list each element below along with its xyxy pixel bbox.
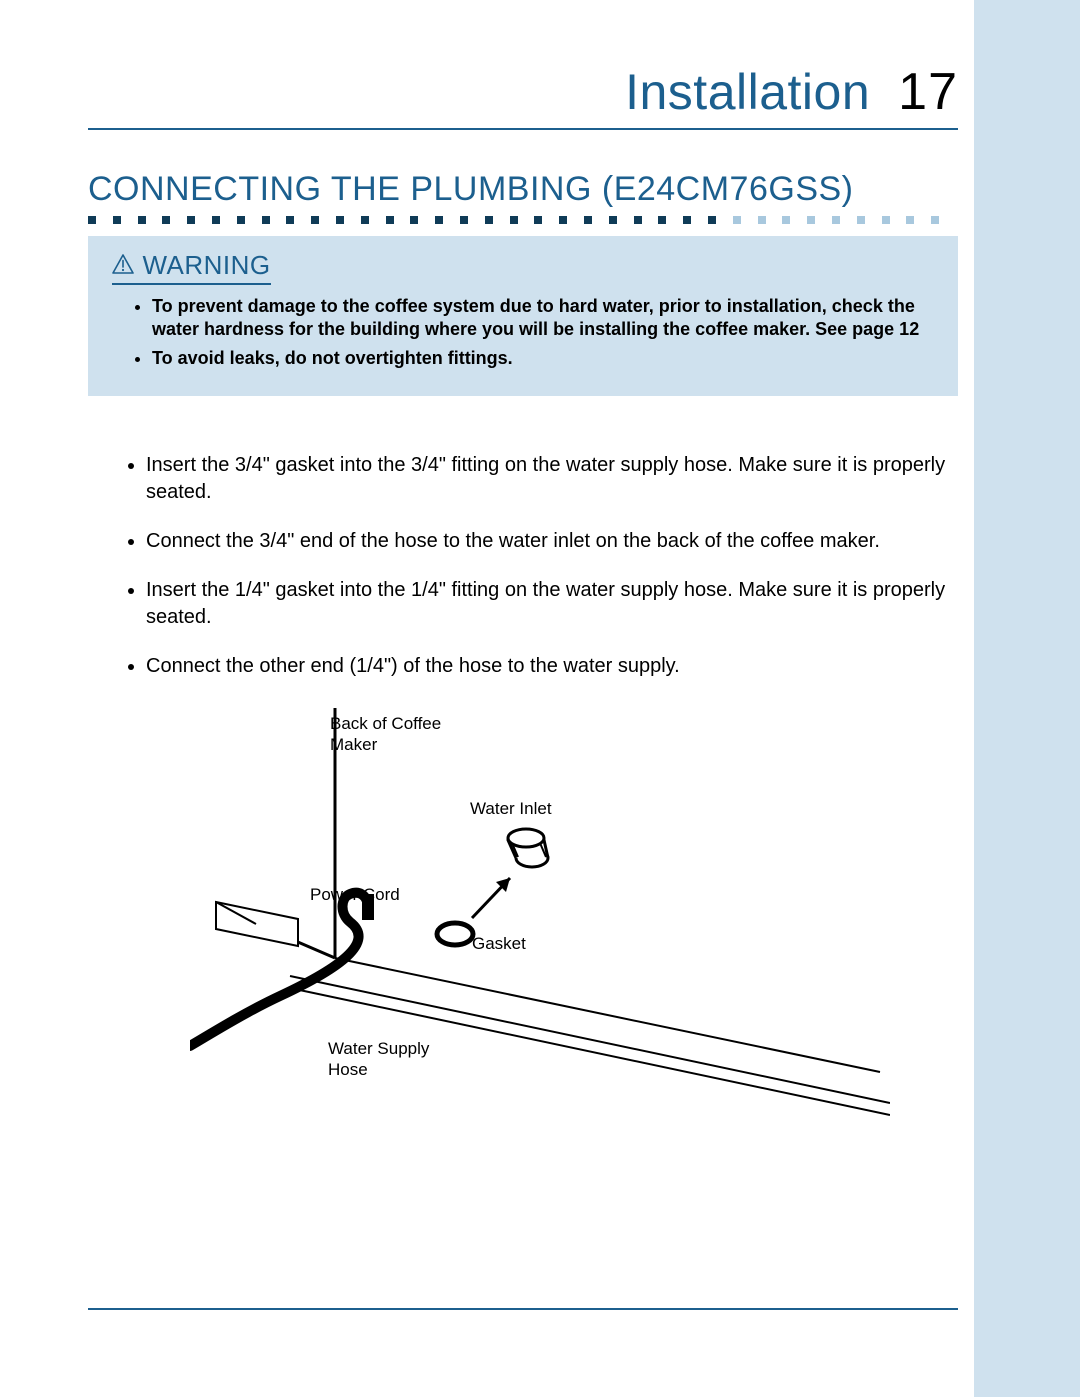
instruction-list-item: Insert the 3/4" gasket into the 3/4" fit… [146,452,956,506]
plumbing-diagram: Back of CoffeeMaker Water Inlet Power Co… [190,708,890,1138]
warning-box: WARNING To prevent damage to the coffee … [88,236,958,396]
plumbing-diagram-svg [190,708,890,1138]
diagram-label-hose: Water SupplyHose [328,1038,429,1081]
instruction-list-item: Connect the 3/4" end of the hose to the … [146,528,956,555]
warning-title-row: WARNING [112,250,271,285]
page-header-title: Installation [625,63,870,121]
warning-list: To prevent damage to the coffee system d… [152,295,934,370]
instruction-list-item: Insert the 1/4" gasket into the 1/4" fit… [146,577,956,631]
page-side-accent [974,0,1080,1397]
page-header: Installation 17 [88,62,958,122]
dotted-separator [88,216,958,226]
section-heading: CONNECTING THE PLUMBING (E24CM76GSS) [88,170,854,209]
page-number: 17 [898,62,958,122]
warning-list-item: To avoid leaks, do not overtighten fitti… [152,347,934,370]
diagram-label-water-inlet: Water Inlet [470,798,552,819]
footer-rule [88,1308,958,1310]
warning-list-item: To prevent damage to the coffee system d… [152,295,934,341]
manual-page: Installation 17 CONNECTING THE PLUMBING … [0,0,1080,1397]
warning-title: WARNING [142,250,270,280]
instruction-list-item: Connect the other end (1/4") of the hose… [146,653,956,680]
diagram-label-power-cord: Power Cord [310,884,400,905]
diagram-label-gasket: Gasket [472,933,526,954]
warning-triangle-icon [112,254,134,279]
instruction-list: Insert the 3/4" gasket into the 3/4" fit… [118,452,956,702]
header-rule [88,128,958,130]
diagram-label-back: Back of CoffeeMaker [330,713,441,756]
